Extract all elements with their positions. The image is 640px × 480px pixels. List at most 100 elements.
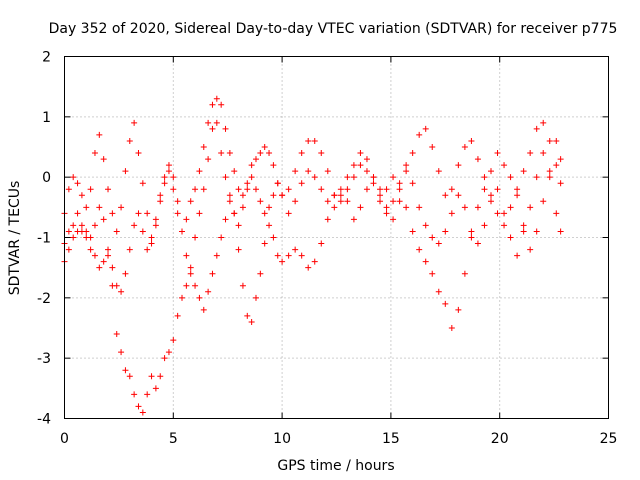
data-point: [455, 162, 462, 169]
data-point: [139, 409, 146, 416]
data-point: [261, 144, 268, 150]
data-point: [239, 192, 246, 199]
data-point: [126, 246, 133, 253]
data-point: [235, 222, 242, 229]
data-point: [318, 150, 325, 157]
data-point: [200, 306, 207, 313]
data-point: [448, 210, 455, 217]
data-point: [501, 210, 508, 217]
data-point: [305, 137, 312, 144]
data-point: [218, 150, 225, 157]
data-point: [298, 150, 305, 157]
data-point: [174, 210, 181, 217]
data-point: [527, 246, 534, 253]
data-point: [324, 198, 331, 205]
data-point: [192, 186, 199, 193]
data-point: [266, 222, 273, 229]
data-point: [122, 270, 129, 277]
data-point: [174, 312, 181, 319]
data-point: [248, 162, 255, 169]
data-point: [235, 186, 242, 193]
data-point: [200, 144, 207, 150]
data-point: [213, 252, 220, 259]
data-point: [429, 234, 436, 241]
data-point: [474, 156, 481, 163]
data-point: [409, 228, 416, 235]
data-point: [383, 186, 390, 193]
data-point: [557, 180, 564, 187]
data-point: [383, 204, 390, 211]
data-point: [244, 180, 251, 187]
data-point: [429, 270, 436, 277]
data-point: [274, 180, 281, 187]
data-point: [494, 186, 501, 193]
data-point: [305, 264, 312, 271]
data-point: [514, 252, 521, 259]
data-point: [298, 180, 305, 187]
data-point: [337, 192, 344, 199]
data-point: [248, 318, 255, 325]
data-point: [448, 325, 455, 331]
data-point: [520, 222, 527, 229]
y-tick-label: 2: [42, 50, 51, 66]
data-point: [105, 186, 112, 193]
data-point: [239, 282, 246, 289]
data-point: [196, 168, 203, 175]
data-point: [161, 174, 168, 181]
x-tick-label: 15: [382, 431, 400, 447]
data-point: [311, 137, 318, 144]
data-point: [165, 168, 172, 175]
x-tick-label: 20: [491, 431, 509, 447]
data-point: [487, 168, 494, 175]
y-tick-label: -3: [37, 351, 51, 367]
data-point: [144, 210, 151, 217]
data-point: [520, 168, 527, 175]
data-point: [187, 198, 194, 205]
data-point: [183, 216, 190, 223]
data-point: [422, 258, 429, 265]
data-point: [285, 210, 292, 217]
data-point: [416, 204, 423, 211]
data-point: [226, 198, 233, 205]
data-point: [252, 186, 259, 193]
data-point: [396, 198, 403, 205]
data-point: [270, 192, 277, 199]
data-point: [139, 228, 146, 235]
data-point: [390, 198, 397, 205]
data-point: [192, 282, 199, 289]
data-point: [161, 355, 168, 362]
data-point: [507, 174, 514, 181]
data-point: [152, 385, 159, 392]
data-point: [187, 270, 194, 277]
x-axis-label: GPS time / hours: [277, 458, 394, 474]
data-point: [442, 300, 449, 307]
data-point: [501, 162, 508, 169]
data-point: [416, 246, 423, 253]
data-point: [270, 162, 277, 169]
data-point: [298, 252, 305, 259]
data-point: [222, 174, 229, 181]
data-point: [266, 150, 273, 157]
data-point: [448, 186, 455, 193]
data-point: [357, 162, 364, 169]
data-point: [205, 156, 212, 163]
data-point: [435, 168, 442, 175]
data-point: [468, 228, 475, 235]
data-point: [350, 174, 357, 181]
data-point: [70, 234, 77, 241]
data-point: [131, 119, 138, 126]
data-point: [144, 391, 151, 398]
data-point: [540, 119, 547, 126]
data-point: [192, 234, 199, 241]
data-point: [285, 186, 292, 193]
data-point: [409, 150, 416, 157]
data-point: [507, 204, 514, 211]
data-point: [279, 258, 286, 265]
data-point: [139, 180, 146, 187]
data-point: [105, 252, 112, 259]
data-point: [357, 150, 364, 157]
data-point: [152, 216, 159, 223]
data-point: [514, 186, 521, 193]
data-point: [205, 288, 212, 295]
